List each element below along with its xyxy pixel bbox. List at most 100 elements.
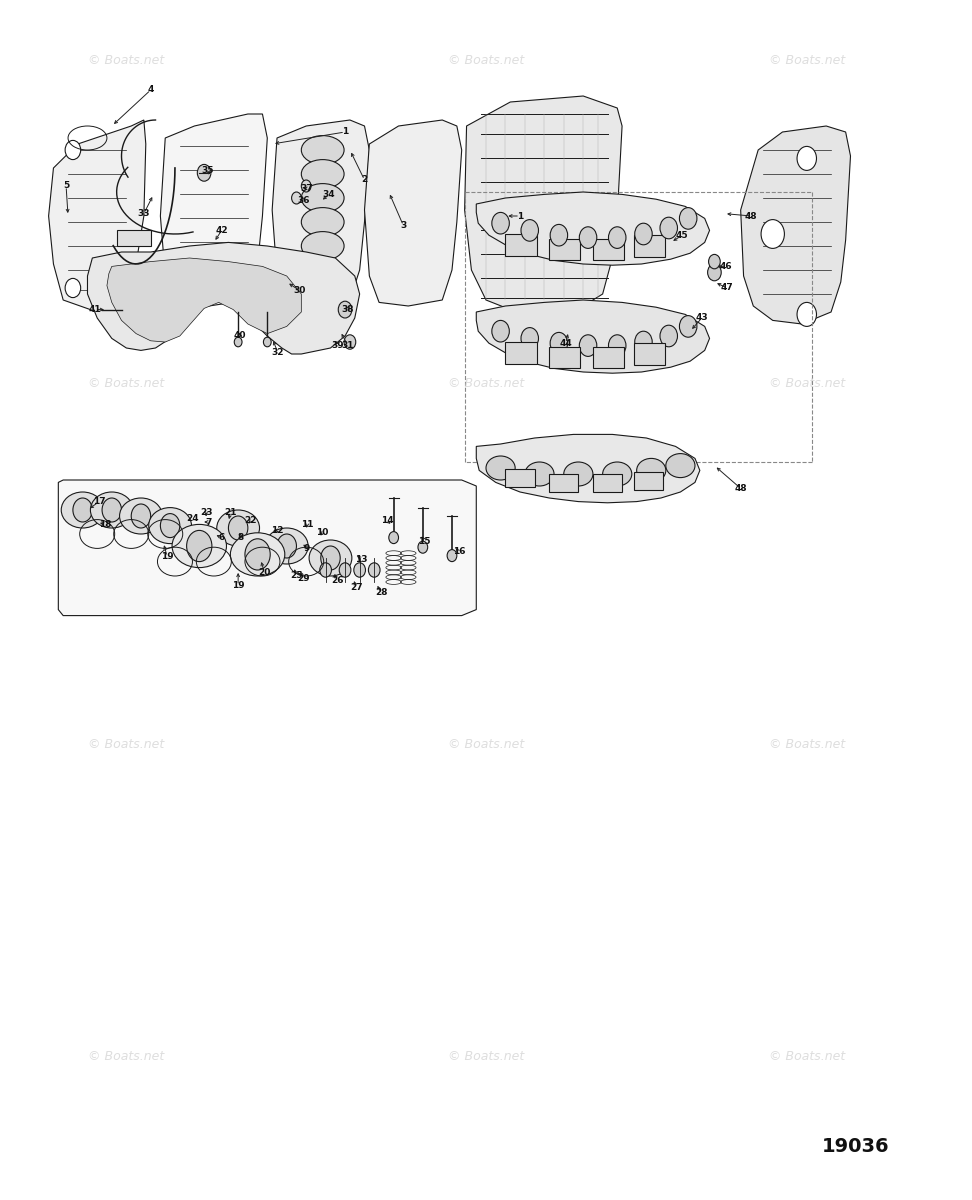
Ellipse shape: [797, 302, 816, 326]
Ellipse shape: [418, 541, 428, 553]
Text: 42: 42: [216, 226, 227, 235]
Ellipse shape: [557, 331, 580, 360]
Text: 3: 3: [400, 221, 406, 230]
Bar: [505, 342, 537, 364]
Ellipse shape: [447, 550, 457, 562]
Text: © Boats.net: © Boats.net: [448, 54, 524, 66]
Polygon shape: [272, 120, 369, 306]
Ellipse shape: [579, 227, 597, 248]
Text: © Boats.net: © Boats.net: [769, 378, 845, 390]
Ellipse shape: [102, 498, 122, 522]
Text: © Boats.net: © Boats.net: [769, 1050, 845, 1062]
Ellipse shape: [277, 534, 296, 558]
Text: 17: 17: [93, 497, 105, 506]
Ellipse shape: [65, 278, 81, 298]
Ellipse shape: [339, 563, 351, 577]
Text: 27: 27: [351, 583, 363, 593]
Ellipse shape: [797, 146, 816, 170]
Ellipse shape: [608, 335, 626, 356]
Text: 19: 19: [161, 552, 173, 562]
Text: 30: 30: [294, 286, 305, 295]
Bar: [634, 343, 665, 365]
Ellipse shape: [321, 546, 340, 570]
Text: 46: 46: [720, 262, 732, 271]
Text: 25: 25: [291, 571, 302, 581]
Ellipse shape: [761, 220, 784, 248]
Ellipse shape: [525, 462, 554, 486]
Ellipse shape: [521, 328, 538, 349]
Ellipse shape: [389, 532, 399, 544]
Text: 11: 11: [301, 520, 313, 529]
Polygon shape: [476, 300, 710, 373]
Text: © Boats.net: © Boats.net: [448, 738, 524, 750]
Ellipse shape: [679, 208, 697, 229]
Text: 43: 43: [696, 313, 708, 323]
Ellipse shape: [660, 325, 677, 347]
Ellipse shape: [263, 337, 271, 347]
Ellipse shape: [230, 533, 285, 576]
Ellipse shape: [217, 510, 260, 546]
Bar: [634, 472, 663, 490]
Text: 23: 23: [200, 508, 212, 517]
Text: © Boats.net: © Boats.net: [448, 378, 524, 390]
Ellipse shape: [301, 208, 344, 236]
Text: 7: 7: [206, 517, 212, 527]
Text: 36: 36: [297, 196, 309, 205]
Ellipse shape: [635, 223, 652, 245]
Ellipse shape: [368, 563, 380, 577]
Text: 9: 9: [304, 544, 310, 553]
Ellipse shape: [666, 454, 695, 478]
Text: © Boats.net: © Boats.net: [88, 54, 164, 66]
Ellipse shape: [172, 524, 226, 568]
Ellipse shape: [90, 492, 133, 528]
Ellipse shape: [486, 456, 515, 480]
Ellipse shape: [309, 540, 352, 576]
Ellipse shape: [521, 220, 538, 241]
Ellipse shape: [637, 458, 666, 482]
Ellipse shape: [149, 508, 191, 544]
Text: 48: 48: [735, 484, 746, 493]
Polygon shape: [741, 126, 850, 324]
Ellipse shape: [564, 462, 593, 486]
Text: 8: 8: [238, 533, 244, 542]
Bar: [505, 234, 537, 256]
Text: 14: 14: [381, 516, 393, 526]
Text: © Boats.net: © Boats.net: [769, 738, 845, 750]
Text: 1: 1: [517, 211, 523, 221]
Ellipse shape: [603, 462, 632, 486]
Ellipse shape: [61, 492, 104, 528]
Text: 4: 4: [148, 85, 154, 95]
Bar: [593, 239, 624, 260]
Ellipse shape: [65, 140, 81, 160]
Text: © Boats.net: © Boats.net: [88, 378, 164, 390]
Bar: [634, 235, 665, 257]
Ellipse shape: [344, 335, 356, 349]
Polygon shape: [476, 434, 700, 503]
Polygon shape: [87, 242, 360, 354]
Ellipse shape: [709, 254, 720, 269]
Text: 22: 22: [245, 516, 257, 526]
Text: 10: 10: [317, 528, 329, 538]
Text: 1: 1: [342, 127, 348, 137]
Text: 24: 24: [187, 514, 198, 523]
Ellipse shape: [197, 164, 211, 181]
Ellipse shape: [245, 539, 270, 570]
Text: © Boats.net: © Boats.net: [448, 1050, 524, 1062]
Bar: [549, 239, 580, 260]
Text: 2: 2: [362, 175, 367, 185]
Ellipse shape: [660, 217, 677, 239]
Ellipse shape: [608, 227, 626, 248]
Bar: [593, 474, 622, 492]
Text: 40: 40: [234, 331, 246, 341]
Polygon shape: [49, 120, 146, 312]
Text: 41: 41: [89, 305, 101, 314]
Ellipse shape: [301, 160, 344, 188]
Ellipse shape: [131, 504, 151, 528]
Text: 15: 15: [419, 536, 431, 546]
Text: 44: 44: [559, 338, 573, 348]
Ellipse shape: [228, 516, 248, 540]
Ellipse shape: [579, 335, 597, 356]
Text: 13: 13: [356, 554, 367, 564]
Text: 19: 19: [232, 581, 244, 590]
Text: 45: 45: [677, 230, 688, 240]
